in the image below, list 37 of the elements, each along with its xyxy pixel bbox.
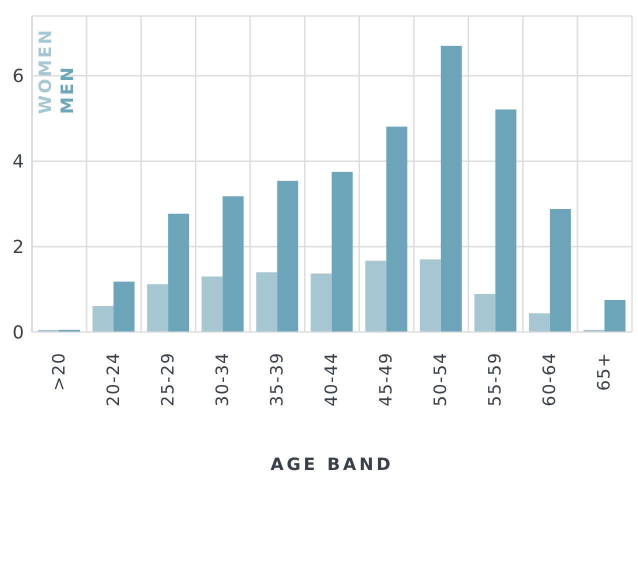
bar: [332, 172, 353, 332]
bar: [147, 284, 168, 332]
bar: [310, 274, 332, 332]
y-tick-label: 6: [12, 66, 24, 88]
bar: [277, 180, 298, 332]
bar: [256, 272, 278, 332]
bar: [420, 259, 441, 332]
y-tick-label: 0: [12, 322, 24, 344]
bar: [440, 46, 462, 332]
bar: [92, 306, 114, 332]
x-tick-label: 65+: [594, 352, 615, 391]
x-tick-label: 30-34: [212, 352, 233, 406]
bar: [365, 260, 386, 332]
x-tick-label: 45-49: [376, 352, 397, 406]
y-tick-label: 4: [12, 152, 24, 173]
x-tick-label: 25-29: [158, 352, 178, 406]
bar: [202, 276, 223, 332]
text: WOMEN: [36, 28, 56, 114]
x-axis-title: AGE BAND: [270, 455, 394, 476]
bar: [222, 196, 244, 332]
bar: [386, 126, 408, 332]
bar: [474, 294, 496, 332]
x-tick-label: >20: [49, 352, 70, 391]
x-tick-label: 60-64: [540, 352, 560, 406]
x-tick-label: 40-44: [322, 352, 342, 406]
x-tick-label: 55-59: [486, 352, 506, 406]
x-tick-label: 50-54: [431, 352, 452, 406]
text: MEN: [58, 64, 78, 114]
bar: [528, 313, 550, 332]
bar: [550, 209, 571, 332]
bar: [495, 110, 516, 332]
x-tick-label: 20-24: [104, 352, 124, 406]
bar: [114, 282, 135, 332]
x-tick-label: 35-39: [267, 352, 288, 406]
bar: [604, 300, 626, 332]
bar: [168, 214, 190, 332]
y-tick-label: 2: [12, 237, 24, 258]
